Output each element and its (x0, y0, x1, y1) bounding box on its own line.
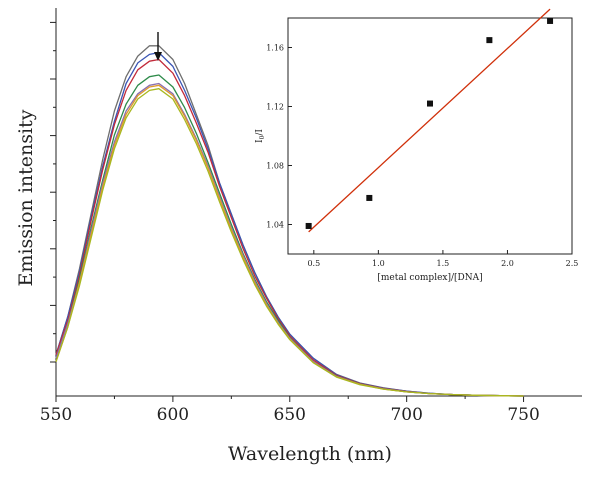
inset-x-tick-label: 2.0 (501, 259, 514, 268)
inset-y-tick-label: 1.16 (266, 44, 284, 53)
inset-frame (287, 17, 573, 255)
inset-data-points (305, 17, 554, 229)
inset-x-tick-label: 0.5 (307, 259, 320, 268)
inset-data-point (366, 194, 373, 201)
inset-fit-line (308, 8, 551, 233)
inset-y-tick-label: 1.08 (266, 162, 284, 171)
inset-data-point (427, 100, 433, 107)
inset-plot: 0.5 1.0 1.5 2.0 2.5 1.04 1.08 1.12 1.16 [metal … (255, 8, 578, 283)
inset-y-tick-label: 1.04 (266, 221, 284, 230)
main-y-axis-title: Emission intensity (15, 109, 37, 286)
main-x-ticks: 550 600 650 700 750 (40, 396, 540, 425)
main-x-axis-title: Wavelength (nm) (228, 443, 392, 465)
main-x-tick-label: 600 (157, 405, 189, 425)
inset-y-ticks: 1.04 1.08 1.12 1.16 (266, 44, 292, 230)
main-x-tick-label: 650 (274, 405, 306, 425)
inset-y-axis-title: I0/I (255, 129, 266, 143)
inset-y-tick-label: 1.12 (266, 103, 284, 112)
main-plot: 550 600 650 700 750 Wavelength (nm) Emission… (15, 8, 582, 465)
main-x-tick-label: 550 (40, 405, 72, 425)
emission-curve (55, 88, 524, 397)
inset-fit-segment (308, 8, 551, 233)
emission-curves (55, 45, 524, 397)
inset-data-point (486, 37, 493, 44)
inset-data-point (305, 222, 312, 229)
main-y-ticks (50, 21, 56, 363)
inset-x-tick-label: 1.0 (372, 259, 385, 268)
inset-x-tick-label: 1.5 (437, 259, 450, 268)
peak-arrow (154, 32, 162, 61)
inset-data-point (547, 17, 554, 24)
inset-x-tick-label: 2.5 (566, 259, 579, 268)
main-x-tick-label: 700 (390, 405, 422, 425)
main-x-tick-label: 750 (507, 405, 539, 425)
inset-x-ticks: 0.5 1.0 1.5 2.0 2.5 (307, 250, 578, 268)
inset-x-axis-title: [metal complex]/[DNA] (377, 273, 482, 283)
